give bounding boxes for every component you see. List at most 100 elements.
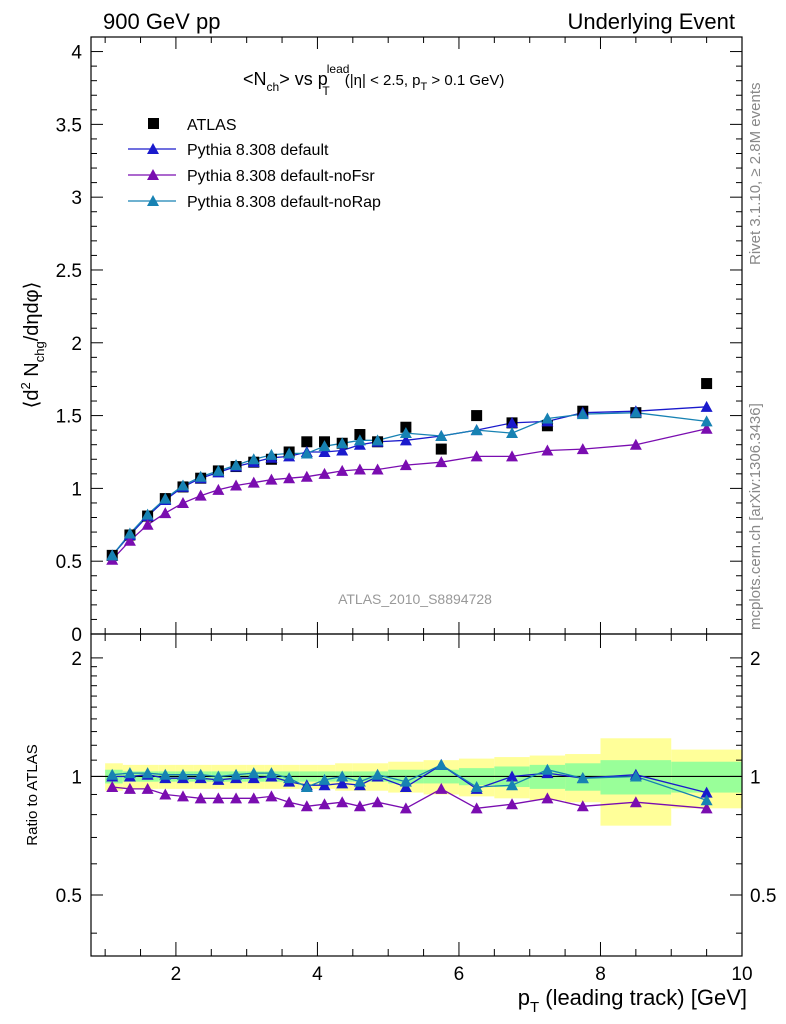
main-point-noRap: [336, 437, 349, 449]
ratio-point-noRap: [141, 767, 154, 779]
ratio-y-tick-label-right: 1: [750, 767, 761, 788]
ratio-y-tick-label-right: 2: [750, 649, 761, 670]
main-point-noFsr: [371, 463, 384, 475]
legend-marker-norap: [147, 195, 159, 206]
main-point-default: [700, 400, 713, 412]
ratio-axis-ticks: 0.5 0.5 1 1 2 2 2 4 6 8 10: [56, 634, 776, 985]
main-point-noRap: [700, 415, 713, 427]
ratio-point-noRap: [470, 781, 483, 793]
main-point-atlas: [435, 443, 447, 455]
main-point-noFsr: [212, 483, 225, 495]
ratio-point-noFsr: [318, 798, 331, 810]
ratio-point-noRap: [700, 794, 713, 806]
main-point-noRap: [576, 408, 589, 420]
main-point-default: [318, 445, 331, 457]
legend-marker-nofsr: [147, 169, 159, 180]
main-point-noFsr: [353, 463, 366, 475]
main-y-tick-label: 4: [71, 43, 82, 64]
main-point-noFsr: [629, 438, 642, 450]
main-point-noRap: [230, 459, 243, 471]
ratio-point-default: [506, 770, 519, 782]
x-tick-label: 8: [595, 964, 606, 985]
ratio-point-noRap: [318, 773, 331, 785]
ratio-data-layer: [106, 758, 713, 814]
ratio-point-noRap: [371, 768, 384, 780]
x-tick-label: 6: [454, 964, 465, 985]
main-point-noRap: [629, 406, 642, 418]
main-point-noFsr: [300, 470, 313, 482]
legend: ATLAS Pythia 8.308 default Pythia 8.308 …: [128, 117, 381, 211]
ratio-point-noRap: [106, 768, 119, 780]
header-right: Underlying Event: [567, 9, 735, 34]
main-point-noRap: [141, 508, 154, 520]
ratio-point-noFsr: [371, 796, 384, 808]
mcplots-label: mcplots.cern.ch [arXiv:1306.3436]: [747, 403, 764, 630]
main-point-noRap: [435, 429, 448, 441]
legend-label-atlas: ATLAS: [187, 117, 237, 134]
ratio-point-noFsr: [265, 790, 278, 802]
ratio-point-noFsr: [700, 802, 713, 814]
main-point-noRap: [371, 434, 384, 446]
main-y-tick-label: 1.5: [56, 407, 82, 428]
main-point-noFsr: [435, 456, 448, 468]
ratio-point-noFsr: [194, 792, 207, 804]
main-axis-ticks: 0 0.5 1 1.5 2 2.5 3 3.5 4: [56, 37, 743, 646]
main-y-tick-label: 3.5: [56, 115, 82, 136]
ratio-y-tick-label-right: 0.5: [750, 886, 776, 907]
main-point-noRap: [318, 440, 331, 452]
ratio-point-noFsr: [576, 800, 589, 812]
ratio-point-noFsr: [230, 792, 243, 804]
main-point-noRap: [265, 448, 278, 460]
rivet-label: Rivet 3.1.10, ≥ 2.8M events: [747, 83, 764, 266]
main-point-noFsr: [159, 507, 172, 519]
ratio-point-noRap: [194, 768, 207, 780]
main-point-noFsr: [141, 518, 154, 530]
ratio-point-noFsr: [300, 800, 313, 812]
main-point-noRap: [176, 479, 189, 491]
ratio-point-noRap: [212, 770, 225, 782]
legend-marker-default: [147, 143, 159, 154]
ratio-point-noRap: [353, 775, 366, 787]
main-point-noFsr: [399, 459, 412, 471]
main-point-noRap: [353, 434, 366, 446]
main-y-tick-label: 2.5: [56, 261, 82, 282]
main-point-noFsr: [123, 534, 136, 546]
main-point-noRap: [300, 447, 313, 459]
ratio-point-noFsr: [123, 782, 136, 794]
ratio-point-noFsr: [629, 796, 642, 808]
main-point-atlas: [471, 410, 483, 422]
ratio-y-tick-label: 2: [71, 649, 82, 670]
main-point-noFsr: [576, 443, 589, 455]
ratio-point-noFsr: [247, 792, 260, 804]
ratio-point-noRap: [629, 770, 642, 782]
main-point-default: [399, 434, 412, 446]
ratio-point-noRap: [247, 767, 260, 779]
ratio-point-noRap: [300, 781, 313, 793]
ratio-point-noFsr: [470, 802, 483, 814]
main-point-noFsr: [194, 489, 207, 501]
ratio-point-noRap: [541, 763, 554, 775]
legend-label-norap: Pythia 8.308 default-noRap: [187, 194, 381, 211]
main-point-noRap: [247, 453, 260, 465]
main-point-noRap: [123, 527, 136, 539]
x-axis-label: pT (leading track) [GeV]: [518, 985, 747, 1016]
ratio-point-noFsr: [141, 782, 154, 794]
ratio-point-noFsr: [399, 802, 412, 814]
ratio-point-noFsr: [212, 792, 225, 804]
ratio-point-noRap: [435, 758, 448, 770]
ratio-point-noFsr: [336, 796, 349, 808]
legend-label-nofsr: Pythia 8.308 default-noFsr: [187, 168, 375, 185]
main-point-noFsr: [230, 479, 243, 491]
ratio-point-noRap: [123, 767, 136, 779]
main-y-tick-label: 0.5: [56, 552, 82, 573]
ratio-point-noFsr: [353, 800, 366, 812]
main-point-noRap: [506, 427, 519, 439]
main-data-layer: [106, 378, 713, 565]
legend-marker-atlas: [148, 118, 159, 129]
ratio-point-noFsr: [506, 798, 519, 810]
ratio-y-tick-label: 1: [71, 767, 82, 788]
header-left: 900 GeV pp: [103, 9, 220, 34]
main-point-noFsr: [336, 464, 349, 476]
main-y-tick-label: 3: [71, 188, 82, 209]
main-point-noFsr: [470, 450, 483, 462]
